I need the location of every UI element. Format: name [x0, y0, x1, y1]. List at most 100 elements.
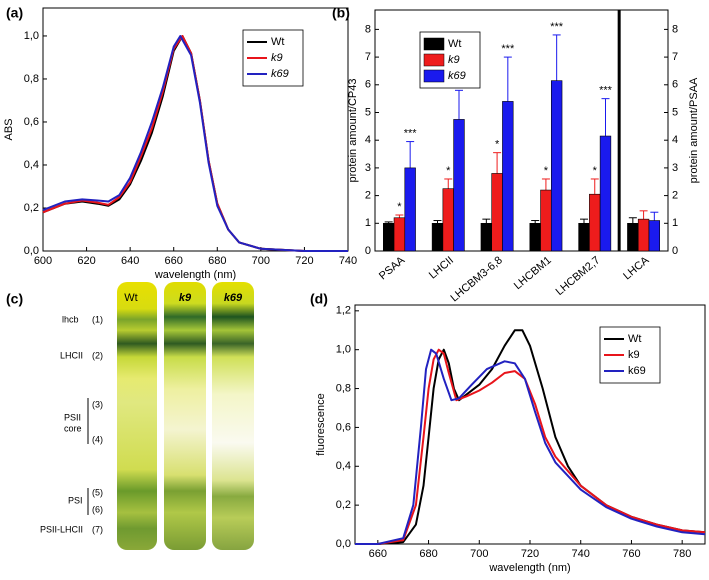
x-tick-label: PSAA	[377, 254, 408, 282]
x-tick-label: 620	[77, 255, 95, 267]
bar	[550, 80, 563, 252]
significance: ***	[404, 127, 418, 139]
column-label: k69	[224, 292, 243, 304]
bar	[529, 222, 541, 252]
band-number: (2)	[92, 350, 103, 360]
y-tick-label: 0,0	[24, 245, 39, 257]
x-tick-label: 700	[252, 255, 270, 267]
x-tick-label: 600	[34, 255, 52, 267]
y-tick-label: 0,8	[336, 382, 351, 394]
band-number: (3)	[92, 399, 103, 409]
significance: *	[593, 165, 598, 177]
y-tick-label: 7	[672, 51, 678, 63]
x-tick-label: 760	[622, 548, 640, 560]
x-tick-label: 740	[572, 548, 590, 560]
column-label: k9	[179, 292, 192, 304]
tube	[212, 282, 254, 550]
y-tick-label: 0	[672, 245, 678, 257]
band-label: core	[64, 423, 82, 433]
y-tick-label: 6	[672, 79, 678, 91]
x-tick-label: 700	[470, 548, 488, 560]
bar	[540, 189, 552, 252]
band-number: (4)	[92, 434, 103, 444]
band-label: PSI	[68, 495, 83, 505]
panel-label: (d)	[310, 291, 328, 307]
y-tick-label: 6	[365, 79, 371, 91]
y2-axis-title: protein amount/PSAA	[688, 77, 700, 183]
y-tick-label: 0,0	[336, 538, 351, 550]
y-tick-label: 1,2	[336, 305, 351, 317]
legend-swatch	[423, 69, 445, 83]
bar	[599, 135, 612, 252]
y-tick-label: 0	[365, 245, 371, 257]
x-axis-title: wavelength (nm)	[488, 562, 570, 574]
x-tick-label: 680	[419, 548, 437, 560]
bar	[578, 222, 590, 252]
y-axis-title: fluorescence	[315, 393, 327, 455]
panel-label: (b)	[332, 5, 350, 21]
significance: *	[495, 139, 500, 151]
bar	[453, 119, 465, 252]
legend-label: Wt	[628, 333, 641, 345]
x-tick-label: LHCBM1	[512, 254, 554, 292]
bar	[589, 193, 601, 252]
y-tick-label: 0,4	[24, 159, 39, 171]
x-tick-label: 780	[673, 548, 691, 560]
y-tick-label: 0,4	[336, 460, 351, 472]
legend-label: Wt	[271, 36, 284, 48]
band-number: (7)	[92, 524, 103, 534]
y-tick-label: 4	[672, 134, 678, 146]
x-tick-label: 660	[165, 255, 183, 267]
bar	[431, 222, 444, 252]
y-tick-label: 7	[365, 51, 371, 63]
x-tick-label: 720	[521, 548, 539, 560]
y-tick-label: 0,2	[336, 499, 351, 511]
bar	[383, 222, 395, 252]
panel-label: (a)	[6, 5, 23, 21]
legend-label: k69	[628, 365, 646, 377]
y-tick-label: 0,8	[24, 73, 39, 85]
band-number: (6)	[92, 504, 103, 514]
y-tick-label: 5	[672, 106, 678, 118]
column-label: Wt	[124, 292, 137, 304]
y-tick-label: 8	[672, 23, 678, 35]
plot-frame	[374, 9, 669, 252]
legend-label: k69	[448, 70, 466, 82]
legend-label: k9	[271, 52, 283, 64]
x-tick-label: 660	[369, 548, 387, 560]
y-tick-label: 4	[365, 134, 371, 146]
tube	[117, 282, 157, 550]
panel-label: (c)	[6, 291, 23, 307]
band-number: (1)	[92, 314, 103, 324]
band-label: lhcb	[62, 314, 79, 324]
plot-frame	[42, 7, 349, 252]
legend-label: k9	[628, 349, 640, 361]
x-tick-label: 680	[208, 255, 226, 267]
y-tick-label: 2	[365, 190, 371, 202]
y-tick-label: 1	[365, 217, 371, 229]
band-label: PSII	[64, 412, 81, 422]
legend-label: k69	[271, 68, 289, 80]
x-tick-label: LHCII	[427, 254, 456, 281]
x-tick-label: LHCBM2,7	[554, 254, 603, 298]
bar	[502, 101, 514, 252]
significance: ***	[501, 43, 515, 55]
y-tick-label: 0,6	[336, 421, 351, 433]
x-tick-label: 640	[121, 255, 139, 267]
y-tick-label: 0,6	[24, 116, 39, 128]
bar	[491, 173, 503, 252]
band-label: PSII-LHCII	[40, 524, 83, 534]
y-tick-label: 1,0	[24, 30, 39, 42]
x-tick-label: LHCA	[621, 254, 652, 282]
x-tick-label: 720	[295, 255, 313, 267]
bar	[404, 167, 416, 252]
y-tick-label: 3	[672, 162, 678, 174]
line	[42, 35, 348, 252]
y-axis-title: protein amount/CP43	[347, 79, 359, 183]
y-axis-title: ABS	[3, 118, 15, 140]
significance: ***	[599, 85, 613, 97]
bar	[648, 220, 660, 252]
band-label: LHCII	[60, 350, 83, 360]
legend-label: k9	[448, 54, 460, 66]
